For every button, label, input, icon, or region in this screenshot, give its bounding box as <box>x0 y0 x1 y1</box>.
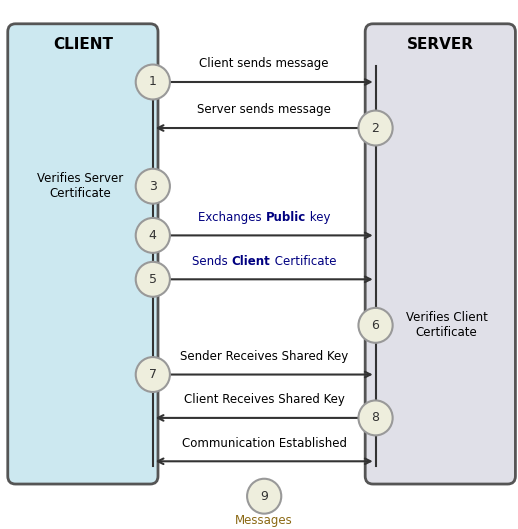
FancyBboxPatch shape <box>365 24 515 484</box>
Circle shape <box>358 308 393 343</box>
Text: Messages
Encrypted: Messages Encrypted <box>234 514 294 529</box>
Text: Server sends message: Server sends message <box>197 103 331 116</box>
Text: Verifies Client
Certificate: Verifies Client Certificate <box>406 312 487 339</box>
Text: Client sends message: Client sends message <box>199 57 329 70</box>
Text: 2: 2 <box>371 122 380 134</box>
Text: SERVER: SERVER <box>407 38 474 52</box>
Circle shape <box>247 479 281 514</box>
Text: Client Receives Shared Key: Client Receives Shared Key <box>184 393 344 406</box>
Text: 9: 9 <box>260 490 268 503</box>
Text: Verifies Server
Certificate: Verifies Server Certificate <box>37 172 123 200</box>
Text: Communication Established: Communication Established <box>182 436 347 450</box>
Text: 8: 8 <box>371 412 380 424</box>
Text: Sends: Sends <box>192 254 232 268</box>
Text: Certificate: Certificate <box>270 254 336 268</box>
Text: 3: 3 <box>149 180 157 193</box>
Circle shape <box>136 218 170 253</box>
Text: 6: 6 <box>371 319 380 332</box>
Text: Sender Receives Shared Key: Sender Receives Shared Key <box>180 350 348 363</box>
Text: 7: 7 <box>149 368 157 381</box>
Text: 4: 4 <box>149 229 157 242</box>
Text: Public: Public <box>266 211 306 224</box>
Text: 1: 1 <box>149 76 157 88</box>
Text: 5: 5 <box>149 273 157 286</box>
Circle shape <box>136 169 170 204</box>
Circle shape <box>136 65 170 99</box>
Text: key: key <box>306 211 330 224</box>
Text: CLIENT: CLIENT <box>53 38 113 52</box>
Circle shape <box>358 400 393 435</box>
Text: Client: Client <box>232 254 270 268</box>
Circle shape <box>136 262 170 297</box>
Circle shape <box>358 111 393 145</box>
Circle shape <box>136 357 170 392</box>
Text: Exchanges: Exchanges <box>198 211 266 224</box>
FancyBboxPatch shape <box>8 24 158 484</box>
